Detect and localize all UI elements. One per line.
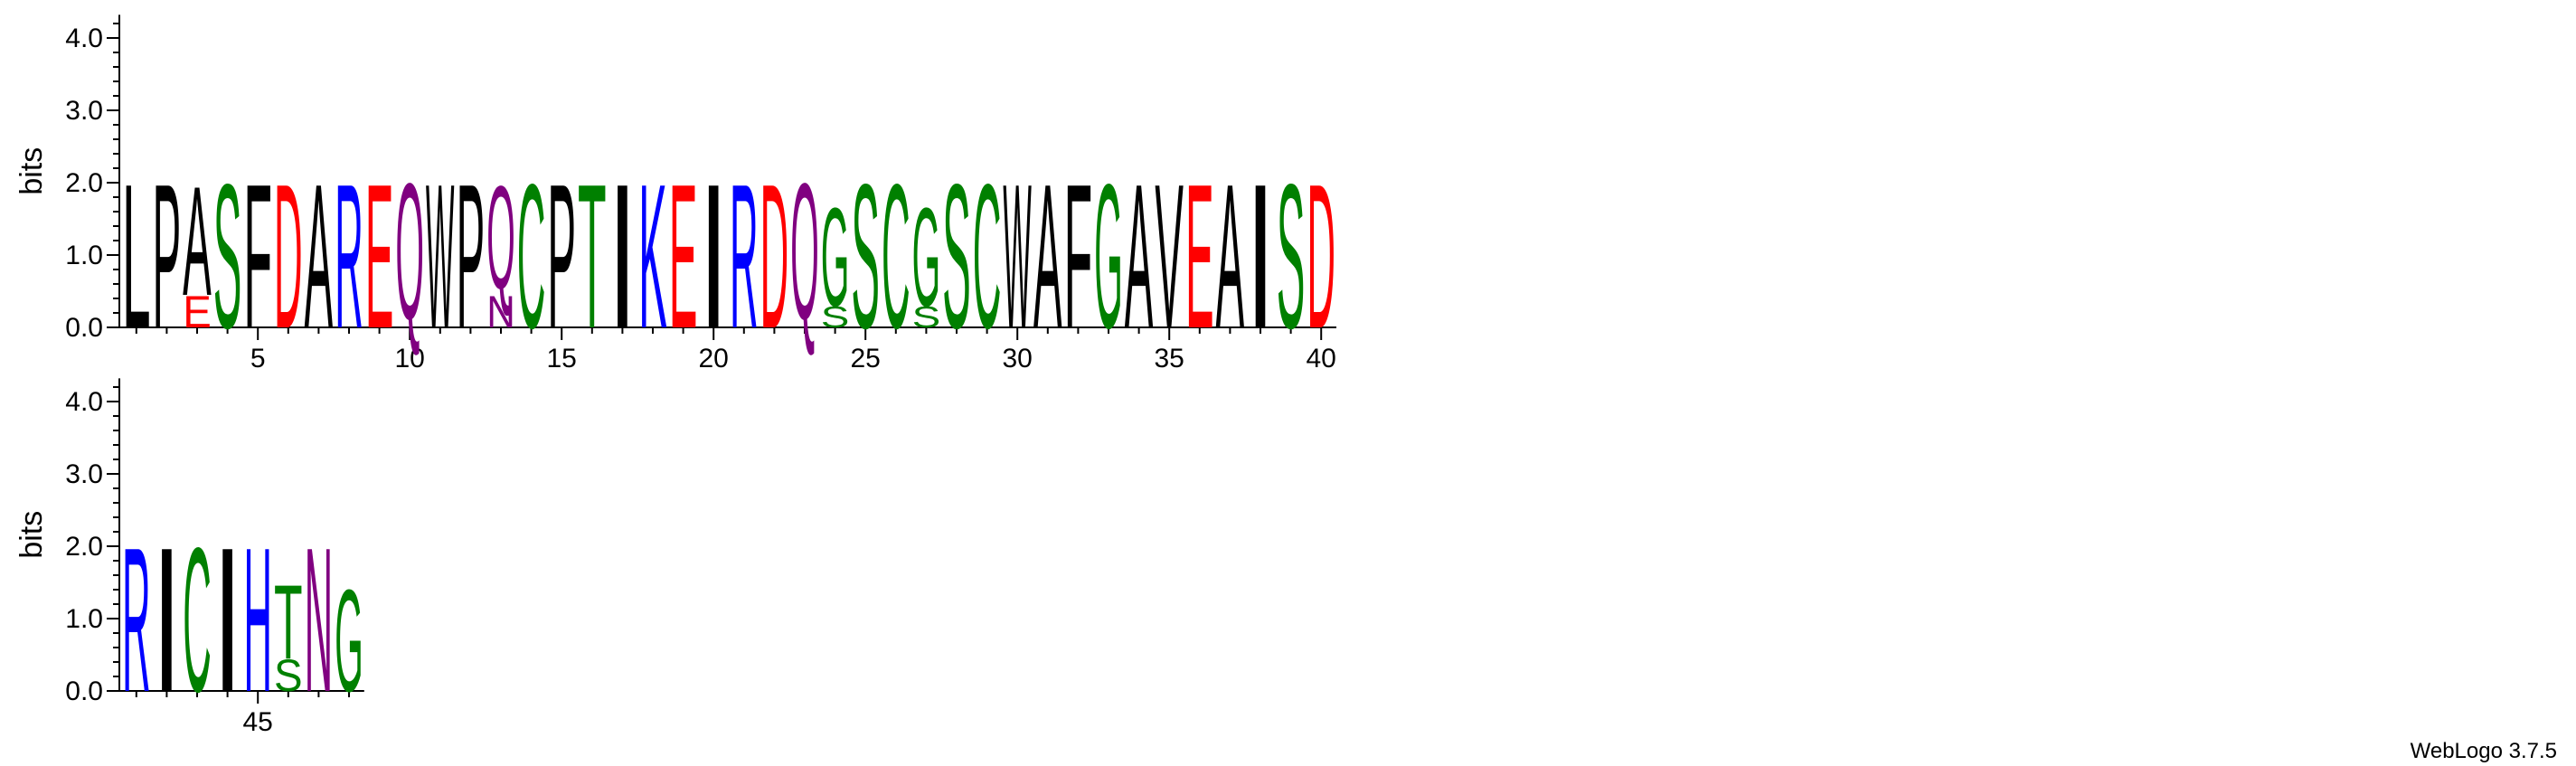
- logo-letter: A: [305, 141, 334, 372]
- logo-letter: R: [122, 505, 151, 734]
- x-tick-label: 40: [1307, 344, 1336, 374]
- logo-letter: I: [609, 142, 637, 372]
- logo-letter: N: [305, 505, 334, 734]
- logo-letter: S: [821, 300, 850, 334]
- logo-letter: W: [426, 143, 454, 372]
- logo-letter: A: [1216, 141, 1245, 372]
- logo-letter: T: [274, 563, 303, 682]
- logo-letter: I: [699, 142, 728, 372]
- y-axis-title: bits: [14, 147, 49, 195]
- logo-letter: I: [153, 506, 182, 735]
- logo-letter: S: [942, 141, 971, 372]
- logo-letter: S: [851, 141, 880, 372]
- logo-letter: C: [973, 141, 1002, 371]
- logo-letter: Q: [395, 143, 424, 360]
- y-tick-label: 2.0: [65, 532, 103, 562]
- logo-letter: R: [730, 141, 759, 371]
- x-tick-label: 15: [547, 344, 577, 374]
- y-tick-label: 3.0: [65, 459, 103, 489]
- logo-letter: G: [335, 560, 363, 723]
- logo-letter: H: [243, 505, 272, 734]
- logo-letter: D: [1307, 141, 1335, 371]
- logo-letter: W: [1003, 143, 1031, 372]
- logo-letter: G: [912, 179, 941, 336]
- weblogo-version-credit: WebLogo 3.7.5: [2411, 739, 2557, 763]
- logo-letter: R: [335, 141, 363, 371]
- x-tick-label: 45: [243, 707, 273, 737]
- logo-letter: C: [183, 505, 212, 734]
- logo-letter: S: [912, 300, 941, 334]
- logo-letter: E: [1185, 141, 1214, 372]
- logo-letter: F: [1064, 140, 1093, 371]
- y-tick-label: 0.0: [65, 313, 103, 343]
- y-tick-label: 0.0: [65, 676, 103, 706]
- logo-letter: P: [153, 141, 182, 372]
- logo-letter: E: [365, 141, 394, 372]
- logo-letter: K: [638, 141, 667, 372]
- logo-letter: I: [1246, 142, 1275, 372]
- y-tick-label: 2.0: [65, 168, 103, 198]
- logo-letter: I: [213, 506, 242, 735]
- logo-letter: T: [578, 140, 607, 371]
- y-tick-label: 1.0: [65, 241, 103, 270]
- x-tick-label: 10: [395, 344, 425, 374]
- logo-letter: P: [547, 141, 576, 372]
- logo-letter: S: [1277, 141, 1306, 372]
- logo-letter: E: [183, 288, 212, 337]
- logo-letter: D: [274, 141, 303, 371]
- logo-letter: P: [457, 141, 486, 372]
- logo-letter: F: [243, 140, 272, 371]
- logo-letter: V: [1155, 141, 1183, 372]
- x-tick-label: 35: [1155, 344, 1184, 374]
- logo-letter: Q: [790, 143, 819, 360]
- logo-letter: A: [183, 155, 211, 328]
- x-tick-label: 25: [851, 344, 881, 374]
- y-axis-title: bits: [14, 511, 49, 559]
- logo-letter: A: [1125, 141, 1154, 372]
- y-tick-label: 1.0: [65, 604, 103, 634]
- logo-letter: S: [213, 141, 242, 372]
- y-tick-label: 4.0: [65, 387, 103, 417]
- x-tick-label: 20: [699, 344, 729, 374]
- logo-letter: G: [1094, 141, 1123, 372]
- logo-letter: S: [274, 651, 303, 701]
- logo-letter: D: [760, 141, 789, 371]
- y-tick-label: 3.0: [65, 96, 103, 126]
- logo-letter: N: [486, 286, 515, 336]
- y-tick-label: 4.0: [65, 24, 103, 53]
- x-tick-label: 30: [1003, 344, 1033, 374]
- logo-letter: G: [821, 179, 850, 336]
- logo-letter: C: [517, 141, 546, 371]
- logo-letter: E: [669, 141, 698, 372]
- x-tick-label: 5: [250, 344, 266, 374]
- logo-letter: C: [882, 141, 911, 371]
- logo-letter: Q: [486, 156, 515, 320]
- logo-letter: L: [122, 143, 151, 373]
- logo-letter: A: [1033, 141, 1062, 372]
- logo-panel-2: 0.0 1.0 2.0 3.0 4.0 bits 45 R I C I H ST N G: [14, 378, 364, 737]
